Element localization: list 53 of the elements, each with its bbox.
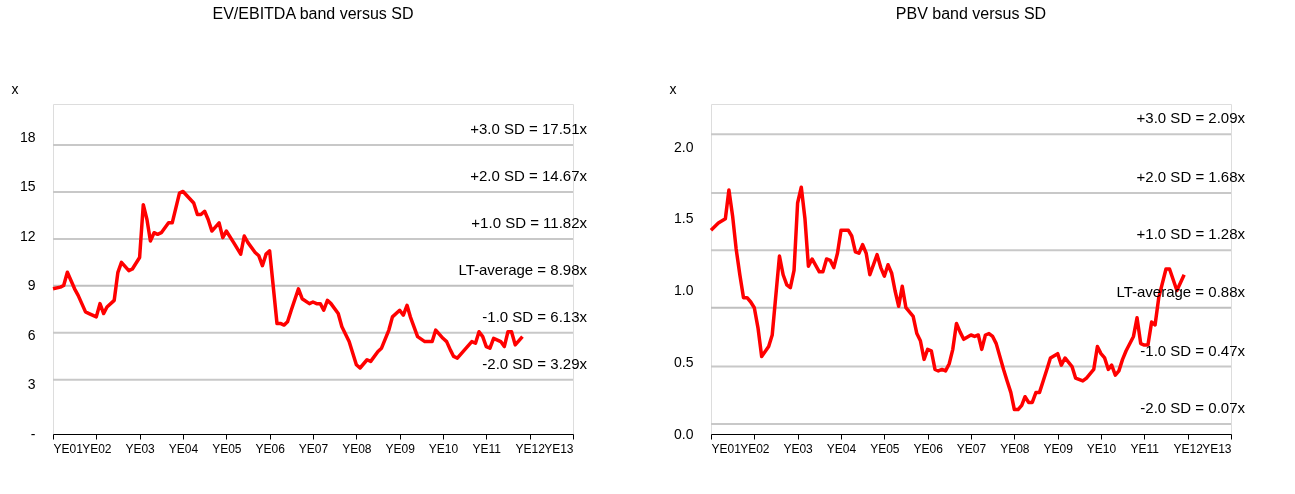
- x-tick-label: YE06: [913, 441, 944, 456]
- x-tick-label: YE12: [1173, 441, 1204, 456]
- x-tick-label: YE13: [1202, 441, 1232, 456]
- x-tick-label: YE07: [298, 441, 329, 456]
- y-tick-label: 0.0: [674, 425, 694, 442]
- ref-line-label: +1.0 SD = 1.28x: [1136, 225, 1246, 243]
- x-tick-label: YE01: [711, 441, 742, 456]
- x-tick-label: YE10: [1086, 441, 1117, 456]
- x-tick-label: YE11: [472, 441, 502, 456]
- y-tick-label: 18: [19, 128, 36, 145]
- ref-line-label: +1.0 SD = 11.82x: [471, 213, 588, 231]
- ref-line-label: -2.0 SD = 0.07x: [1140, 398, 1246, 416]
- x-tick-label: YE11: [1130, 441, 1160, 456]
- x-tick-label: YE08: [342, 441, 372, 456]
- y-tick-label: 0.5: [674, 353, 694, 370]
- x-tick-label: YE09: [1043, 441, 1074, 456]
- y-tick-label: 3: [27, 376, 36, 392]
- y-tick-label: 15: [19, 178, 36, 194]
- x-tick-label: YE06: [255, 441, 286, 456]
- y-tick-label: 1.0: [674, 282, 694, 299]
- x-tick-label: YE01: [53, 441, 84, 456]
- y-tick-label: 12: [19, 227, 36, 244]
- x-tick-label: YE08: [1000, 441, 1030, 456]
- chart-title: PBV band versus SD: [895, 5, 1047, 22]
- ref-line-label: +3.0 SD = 2.09x: [1136, 109, 1246, 127]
- y-tick-label: 1.5: [674, 210, 694, 227]
- x-tick-label: YE02: [740, 441, 770, 456]
- x-tick-label: YE10: [428, 441, 459, 456]
- ref-line-label: +2.0 SD = 1.68x: [1136, 167, 1246, 185]
- x-tick-label: YE03: [783, 441, 814, 456]
- ref-line-label: +2.0 SD = 14.67x: [470, 166, 588, 184]
- x-tick-label: YE09: [385, 441, 416, 456]
- x-tick-label: YE12: [515, 441, 546, 456]
- y-axis-title: x: [669, 80, 677, 97]
- ref-line-label: +3.0 SD = 17.51x: [470, 120, 588, 138]
- x-tick-label: YE13: [544, 441, 574, 456]
- ref-line-label: -1.0 SD = 6.13x: [482, 307, 588, 325]
- ref-line-label: -1.0 SD = 0.47x: [1140, 341, 1246, 359]
- x-tick-label: YE04: [826, 441, 857, 456]
- x-tick-label: YE04: [168, 441, 199, 456]
- ref-line-label: -2.0 SD = 3.29x: [482, 354, 588, 372]
- chart-title: EV/EBITDA band versus SD: [212, 5, 414, 22]
- x-tick-label: YE03: [125, 441, 156, 456]
- ref-line-label: LT-average = 8.98x: [458, 260, 588, 278]
- x-tick-label: YE05: [212, 441, 242, 456]
- x-tick-label: YE02: [82, 441, 112, 456]
- y-tick-label: -: [30, 425, 36, 442]
- y-axis-title: x: [11, 80, 19, 97]
- x-tick-label: YE05: [870, 441, 900, 456]
- y-tick-label: 9: [27, 277, 36, 293]
- y-tick-label: 6: [27, 326, 36, 343]
- y-tick-label: 2.0: [674, 138, 694, 155]
- x-tick-label: YE07: [956, 441, 987, 456]
